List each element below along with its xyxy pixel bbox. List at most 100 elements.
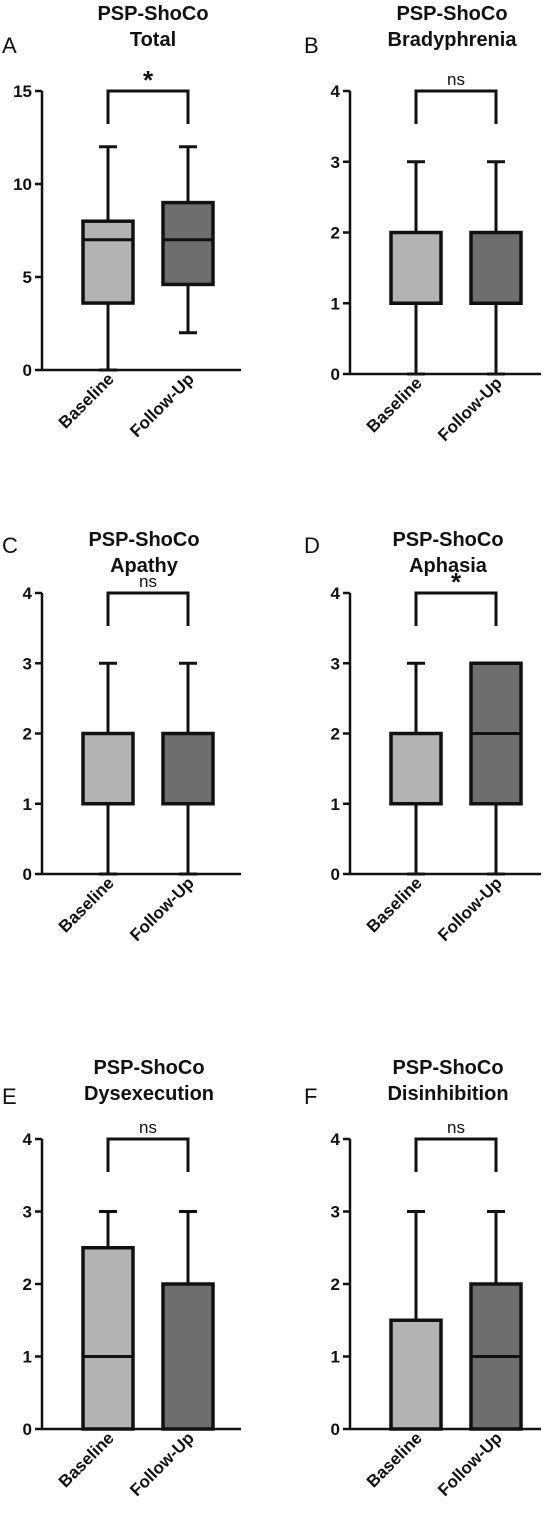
x-category-label: Baseline <box>363 1428 426 1491</box>
chart-title: Total <box>130 29 176 51</box>
chart-title: PSP-ShoCo <box>396 3 507 25</box>
box-baseline <box>389 1210 443 1431</box>
chart-title: Apathy <box>110 555 179 577</box>
y-tick-label: 0 <box>23 361 32 380</box>
significance-label: ns <box>139 572 157 591</box>
y-tick-label: 4 <box>331 584 341 603</box>
y-tick-label: 1 <box>331 1348 340 1367</box>
y-tick-label: 4 <box>331 1130 341 1149</box>
y-tick-label: 5 <box>23 268 32 287</box>
chart-title: Aphasia <box>409 555 488 577</box>
box-iqr <box>389 731 443 806</box>
box-follow-up <box>161 1210 215 1431</box>
chart-title: Disinhibition <box>387 1083 508 1105</box>
x-category-label: Baseline <box>55 873 118 936</box>
significance-label: ns <box>447 70 465 89</box>
x-category-label: Baseline <box>55 1428 118 1491</box>
significance-label: * <box>143 65 154 95</box>
y-tick-label: 1 <box>23 795 32 814</box>
box-iqr <box>469 230 523 305</box>
x-category-label: Follow-Up <box>126 873 198 945</box>
significance-label: ns <box>139 1118 157 1137</box>
box-follow-up <box>469 160 523 376</box>
chart-title: PSP-ShoCo <box>93 1057 204 1079</box>
y-tick-label: 0 <box>23 1420 32 1439</box>
significance-bracket <box>106 89 190 124</box>
y-tick-label: 4 <box>23 584 33 603</box>
box-iqr <box>389 1318 443 1431</box>
significance-label: ns <box>447 1118 465 1137</box>
chart-title: Bradyphrenia <box>388 29 518 51</box>
significance-bracket <box>414 1137 498 1172</box>
y-tick-label: 1 <box>331 294 340 313</box>
x-category-label: Follow-Up <box>434 373 506 445</box>
panel-letter: B <box>304 33 319 58</box>
significance-bracket <box>106 591 190 626</box>
panel-f: F PSP-ShoCo Disinhibition 0 1 2 3 4 Baseline Foll… <box>304 1057 541 1500</box>
y-tick-label: 3 <box>331 1203 340 1222</box>
significance-label: * <box>451 567 462 597</box>
y-tick-label: 1 <box>331 795 340 814</box>
box-follow-up <box>161 661 215 876</box>
panel-letter: F <box>304 1084 317 1109</box>
significance-bracket <box>414 591 498 626</box>
y-tick-label: 2 <box>331 224 340 243</box>
box-baseline <box>389 160 443 376</box>
chart-title: PSP-ShoCo <box>392 1057 503 1079</box>
box-baseline <box>389 661 443 876</box>
box-follow-up <box>161 145 215 335</box>
chart-title: PSP-ShoCo <box>392 529 503 551</box>
box-iqr <box>81 731 135 806</box>
panel-letter: D <box>304 533 320 558</box>
box-baseline <box>81 661 135 876</box>
x-category-label: Follow-Up <box>126 369 198 441</box>
y-tick-label: 0 <box>331 365 340 384</box>
y-tick-label: 0 <box>331 1420 340 1439</box>
panel-d: D PSP-ShoCo Aphasia 0 1 2 3 4 Baseline Follow-Up * <box>304 529 541 945</box>
box-iqr <box>81 1246 135 1431</box>
panel-e: E PSP-ShoCo Dysexecution 0 1 2 3 4 Baseline Follo… <box>2 1057 241 1500</box>
panel-letter: C <box>2 533 18 558</box>
y-tick-label: 2 <box>331 1275 340 1294</box>
box-iqr <box>81 219 135 305</box>
y-tick-label: 3 <box>23 654 32 673</box>
y-tick-label: 2 <box>23 725 32 744</box>
box-iqr <box>161 200 215 287</box>
panel-b: B PSP-ShoCo Bradyphrenia 0 1 2 3 4 Baseline Follo… <box>304 3 541 445</box>
box-iqr <box>389 230 443 305</box>
significance-bracket <box>414 89 498 124</box>
panel-a: A PSP-ShoCo Total 0 5 10 15 Baseline Follow-Up * <box>2 3 241 441</box>
y-tick-label: 0 <box>23 865 32 884</box>
chart-title: Dysexecution <box>84 1083 214 1105</box>
y-tick-label: 4 <box>331 82 341 101</box>
y-tick-label: 4 <box>23 1130 33 1149</box>
box-iqr <box>161 731 215 806</box>
x-category-label: Follow-Up <box>434 1428 506 1500</box>
chart-title: PSP-ShoCo <box>88 529 199 551</box>
box-follow-up <box>469 1210 523 1431</box>
y-tick-label: 1 <box>23 1348 32 1367</box>
y-tick-label: 3 <box>331 153 340 172</box>
y-tick-label: 2 <box>23 1275 32 1294</box>
x-category-label: Follow-Up <box>434 873 506 945</box>
box-iqr <box>161 1282 215 1431</box>
box-baseline <box>81 1210 135 1431</box>
y-tick-label: 3 <box>23 1203 32 1222</box>
y-tick-label: 0 <box>331 865 340 884</box>
y-tick-label: 10 <box>13 175 32 194</box>
chart-title: PSP-ShoCo <box>97 3 208 25</box>
y-tick-label: 3 <box>331 654 340 673</box>
x-category-label: Baseline <box>363 873 426 936</box>
x-category-label: Follow-Up <box>126 1428 198 1500</box>
significance-bracket <box>106 1137 190 1172</box>
box-follow-up <box>469 661 523 876</box>
box-baseline <box>81 145 135 372</box>
y-tick-label: 2 <box>331 725 340 744</box>
y-tick-label: 15 <box>13 82 32 101</box>
panel-letter: E <box>2 1084 17 1109</box>
x-category-label: Baseline <box>55 369 118 432</box>
x-category-label: Baseline <box>363 373 426 436</box>
panel-letter: A <box>2 33 17 58</box>
panel-c: C PSP-ShoCo Apathy 0 1 2 3 4 Baseline Follow-Up ns <box>2 529 241 945</box>
